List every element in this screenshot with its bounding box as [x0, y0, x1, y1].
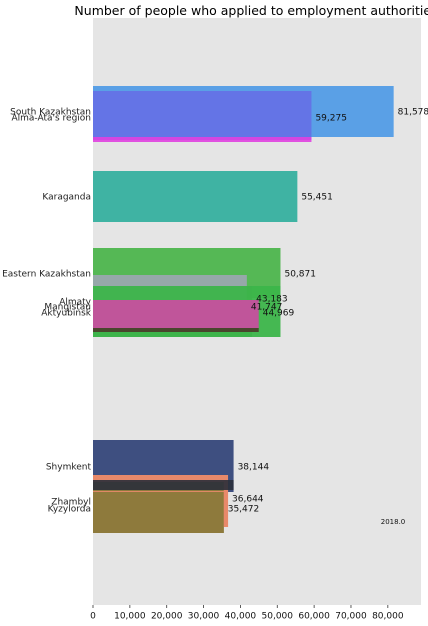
x-tick-label: 0 — [90, 612, 96, 622]
category-label: Alma-Ata's region — [11, 114, 91, 124]
value-label: 38,144 — [238, 463, 270, 473]
value-label: 43,183 — [256, 295, 288, 305]
value-label: 55,451 — [301, 193, 333, 203]
x-tick-label: 40,000 — [225, 612, 257, 622]
bar-edge-0 — [93, 137, 312, 142]
value-label: 36,644 — [232, 495, 264, 505]
category-label: Almaty — [59, 298, 91, 308]
category-label: Karaganda — [42, 193, 91, 203]
x-tick-label: 30,000 — [188, 612, 220, 622]
value-label: 50,871 — [284, 270, 316, 280]
x-axis: 0 10,000 20,000 30,000 40,000 50,000 60,000 70,… — [90, 605, 404, 622]
category-label: Zhambyl — [51, 498, 91, 508]
category-label: Shymkent — [46, 463, 92, 473]
bar-karaganda — [93, 171, 298, 222]
chart-title: Number of people who applied to employme… — [74, 3, 428, 18]
category-label: South Kazakhstan — [10, 108, 91, 118]
category-label: Kyzylorda — [48, 505, 91, 515]
bar-alma-ata-s-region — [93, 91, 312, 140]
x-tick-label: 60,000 — [298, 612, 330, 622]
x-tick-label: 50,000 — [262, 612, 294, 622]
category-label: Aktyubinsk — [41, 309, 92, 319]
category-label: Eastern Kazakhstan — [2, 270, 91, 280]
bar-kyzylorda-top — [93, 492, 224, 533]
x-tick-label: 20,000 — [151, 612, 183, 622]
x-tick-label: 80,000 — [372, 612, 404, 622]
bar-edge-2 — [93, 328, 259, 332]
year-annotation: 2018.0 — [381, 518, 406, 526]
value-label: 44,969 — [263, 309, 295, 319]
value-label: 35,472 — [228, 505, 260, 515]
value-label: 59,275 — [315, 114, 347, 124]
x-tick-label: 70,000 — [335, 612, 367, 622]
category-label: Mangistau — [44, 303, 91, 313]
bar-aktyubinsk-top — [93, 300, 259, 328]
x-tick-label: 10,000 — [114, 612, 146, 622]
bar-edge-5 — [93, 480, 234, 490]
value-label: 81,578 — [398, 108, 428, 118]
bars-layer: South Kazakhstan 81,578 Alma-Ata's region 5… — [2, 86, 428, 533]
value-label: 41,747 — [251, 303, 283, 313]
